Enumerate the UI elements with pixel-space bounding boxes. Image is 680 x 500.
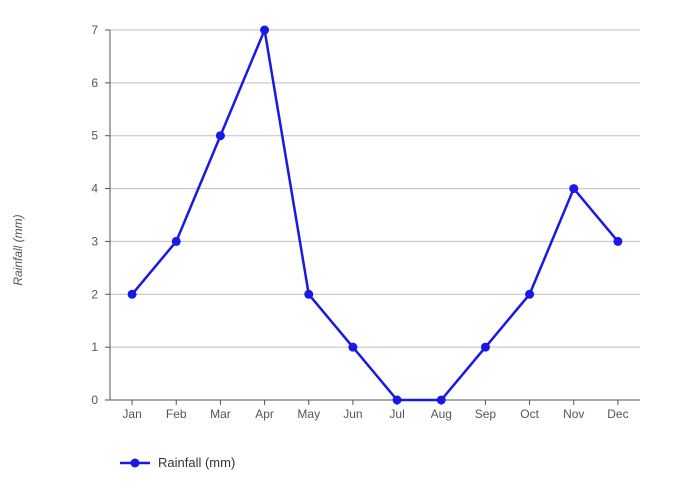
legend-swatch xyxy=(120,456,150,470)
legend-label: Rainfall (mm) xyxy=(158,455,235,470)
svg-text:Dec: Dec xyxy=(607,407,628,421)
svg-text:1: 1 xyxy=(91,340,98,354)
svg-text:Jan: Jan xyxy=(122,407,141,421)
svg-text:5: 5 xyxy=(91,129,98,143)
svg-text:6: 6 xyxy=(91,76,98,90)
svg-text:3: 3 xyxy=(91,234,98,248)
svg-text:4: 4 xyxy=(91,182,98,196)
svg-text:Apr: Apr xyxy=(255,407,274,421)
svg-text:Nov: Nov xyxy=(563,407,584,421)
svg-text:May: May xyxy=(297,407,320,421)
svg-text:Mar: Mar xyxy=(210,407,231,421)
svg-text:Feb: Feb xyxy=(166,407,187,421)
svg-text:Jun: Jun xyxy=(343,407,362,421)
chart-plot-area: 0 1 2 3 4 5 6 7 Jan Feb Mar Apr May Jun Jul Aug Sep Oct No… xyxy=(0,0,680,500)
svg-text:Oct: Oct xyxy=(520,407,539,421)
svg-text:7: 7 xyxy=(91,23,98,37)
svg-text:Jul: Jul xyxy=(389,407,404,421)
y-axis-label: Rainfall (mm) xyxy=(11,214,25,285)
svg-text:Aug: Aug xyxy=(431,407,452,421)
svg-text:0: 0 xyxy=(91,393,98,407)
chart-legend: Rainfall (mm) xyxy=(120,455,235,470)
svg-text:2: 2 xyxy=(91,287,98,301)
rainfall-chart: Rainfall (mm) 0 1 2 3 4 5 6 7 Jan Feb Mar Apr May Jun… xyxy=(0,0,680,500)
svg-text:Sep: Sep xyxy=(475,407,497,421)
